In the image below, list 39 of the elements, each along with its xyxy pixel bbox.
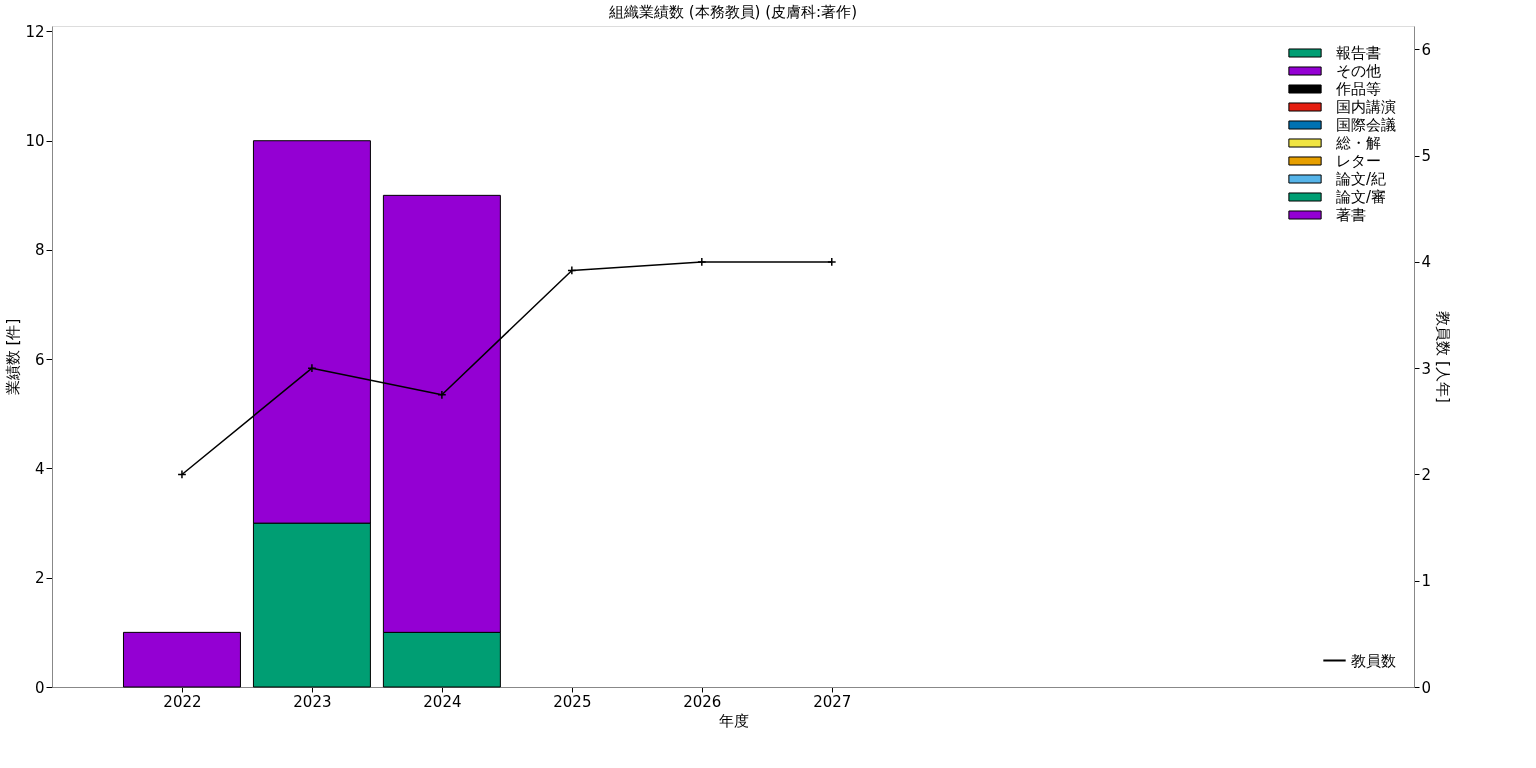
legend-label: 著書 xyxy=(1336,206,1366,224)
chart-title: 組織業績数 (本務教員) (皮膚科:著作) xyxy=(608,3,857,22)
y2-tick-label: 6 xyxy=(1421,40,1432,59)
y-axis-title: 業績数 [件] xyxy=(4,318,23,396)
y2-tick-label: 5 xyxy=(1421,147,1432,166)
x-tick-label: 2026 xyxy=(683,692,722,711)
y-tick-label: 12 xyxy=(25,22,45,41)
y2-axis-title: 教員数 [人年] xyxy=(1434,311,1453,403)
x-tick-label: 2023 xyxy=(293,692,332,711)
legend-label: 論文/紀 xyxy=(1336,170,1387,188)
point xyxy=(827,257,837,267)
y-tick-label: 8 xyxy=(34,241,45,260)
y2-tick-label: 1 xyxy=(1421,572,1432,591)
point xyxy=(307,363,317,373)
y-tick-label: 4 xyxy=(34,459,45,478)
legend-label: 教員数 xyxy=(1351,651,1396,670)
legend-label: 国際会議 xyxy=(1336,116,1396,134)
point xyxy=(437,390,447,400)
x-tick-label: 2024 xyxy=(423,692,462,711)
y2-tick-label: 2 xyxy=(1421,465,1432,484)
y2-tick-label: 3 xyxy=(1421,359,1432,378)
legend-label: 国内講演 xyxy=(1336,98,1396,116)
y-tick-label: 0 xyxy=(34,678,45,697)
y2-tick-label: 0 xyxy=(1421,678,1432,697)
legend-label: 総・解 xyxy=(1335,134,1381,152)
x-tick-label: 2022 xyxy=(163,692,202,711)
point xyxy=(697,257,707,267)
x-tick-label: 2027 xyxy=(813,692,852,711)
legend-label: 論文/審 xyxy=(1336,188,1387,206)
y2-tick-label: 4 xyxy=(1421,253,1432,272)
x-axis-title: 年度 xyxy=(718,711,749,730)
legend-label: その他 xyxy=(1336,62,1381,80)
legend-label: 作品等 xyxy=(1335,80,1381,98)
y-tick-label: 6 xyxy=(34,350,45,369)
legend-label: 報告書 xyxy=(1336,44,1381,62)
legend-label: レター xyxy=(1336,152,1381,170)
y-tick-label: 2 xyxy=(34,569,45,588)
x-tick-label: 2025 xyxy=(553,692,592,711)
y-tick-label: 10 xyxy=(25,132,45,151)
